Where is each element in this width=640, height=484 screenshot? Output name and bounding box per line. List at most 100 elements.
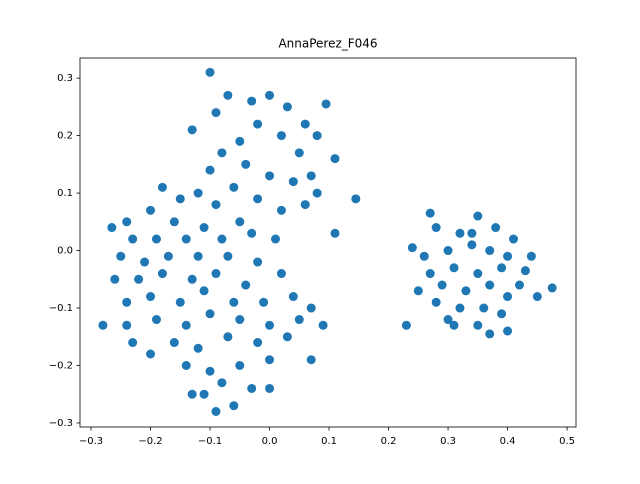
point [157,182,167,192]
point [199,286,209,296]
point [431,297,441,307]
point [122,297,132,307]
point [455,303,465,313]
point [217,148,227,158]
point [128,338,138,348]
point [205,165,215,175]
x-tick-label: 0.1 [321,436,337,447]
point [146,205,156,215]
point [151,234,161,244]
point [134,274,144,284]
point [211,406,221,416]
y-tick-label: −0.1 [49,303,73,314]
point [270,234,280,244]
point [217,378,227,388]
point [122,217,132,227]
point [241,280,251,290]
point [312,188,322,198]
point [187,125,197,135]
plot-frame [79,57,577,428]
point [146,349,156,359]
point [169,338,179,348]
point [461,286,471,296]
point [265,171,275,181]
point [110,274,120,284]
point [241,159,251,169]
point [437,280,447,290]
point [199,389,209,399]
point [235,361,245,370]
point [473,211,483,221]
point [282,332,292,342]
point [163,251,173,261]
point [265,355,275,365]
chart-title: AnnaPerez_F046 [278,37,377,51]
point [425,269,435,279]
point [211,108,221,118]
point [247,96,257,106]
point [479,303,489,313]
point [321,99,331,109]
y-tick-label: −0.2 [49,361,73,372]
point [265,320,275,330]
point [485,329,495,339]
point [413,286,423,296]
point [128,234,138,244]
point [187,274,197,284]
point [330,228,340,238]
point [223,90,233,100]
x-tick-label: 0.5 [559,436,575,447]
point [151,315,161,325]
point [306,171,316,181]
point [497,263,507,273]
point [146,292,156,302]
point [503,326,513,336]
point [306,355,316,365]
point [455,228,465,238]
point [187,389,197,399]
point [503,251,513,261]
point [485,280,495,290]
point [253,119,263,129]
point [181,320,191,330]
point [300,119,310,129]
point [253,257,263,267]
point [514,280,524,290]
y-tick-label: −0.3 [49,418,73,429]
point [175,297,185,307]
point [265,90,275,100]
point [217,234,227,244]
point [473,269,483,279]
point [253,338,263,348]
point [98,320,108,330]
x-tick-label: 0.4 [500,436,516,447]
point [288,177,298,187]
point [401,320,411,330]
point [520,266,530,276]
point [547,283,557,293]
point [116,251,126,261]
point [169,217,179,227]
point [467,240,477,250]
point [449,263,459,273]
x-tick-label: 0.0 [262,436,278,447]
point [211,269,221,279]
point [467,228,477,238]
y-tick-label: 0.1 [57,188,73,199]
point [288,292,298,302]
x-tick-label: −0.1 [198,436,222,447]
point [140,257,150,267]
point [312,131,322,141]
point [282,102,292,112]
point [229,182,239,192]
point [193,343,203,353]
point [449,320,459,330]
point [175,194,185,204]
point [330,154,340,164]
point [425,208,435,218]
point [509,234,519,244]
point [247,228,257,238]
x-tick-label: −0.3 [79,436,103,447]
point [419,251,429,261]
